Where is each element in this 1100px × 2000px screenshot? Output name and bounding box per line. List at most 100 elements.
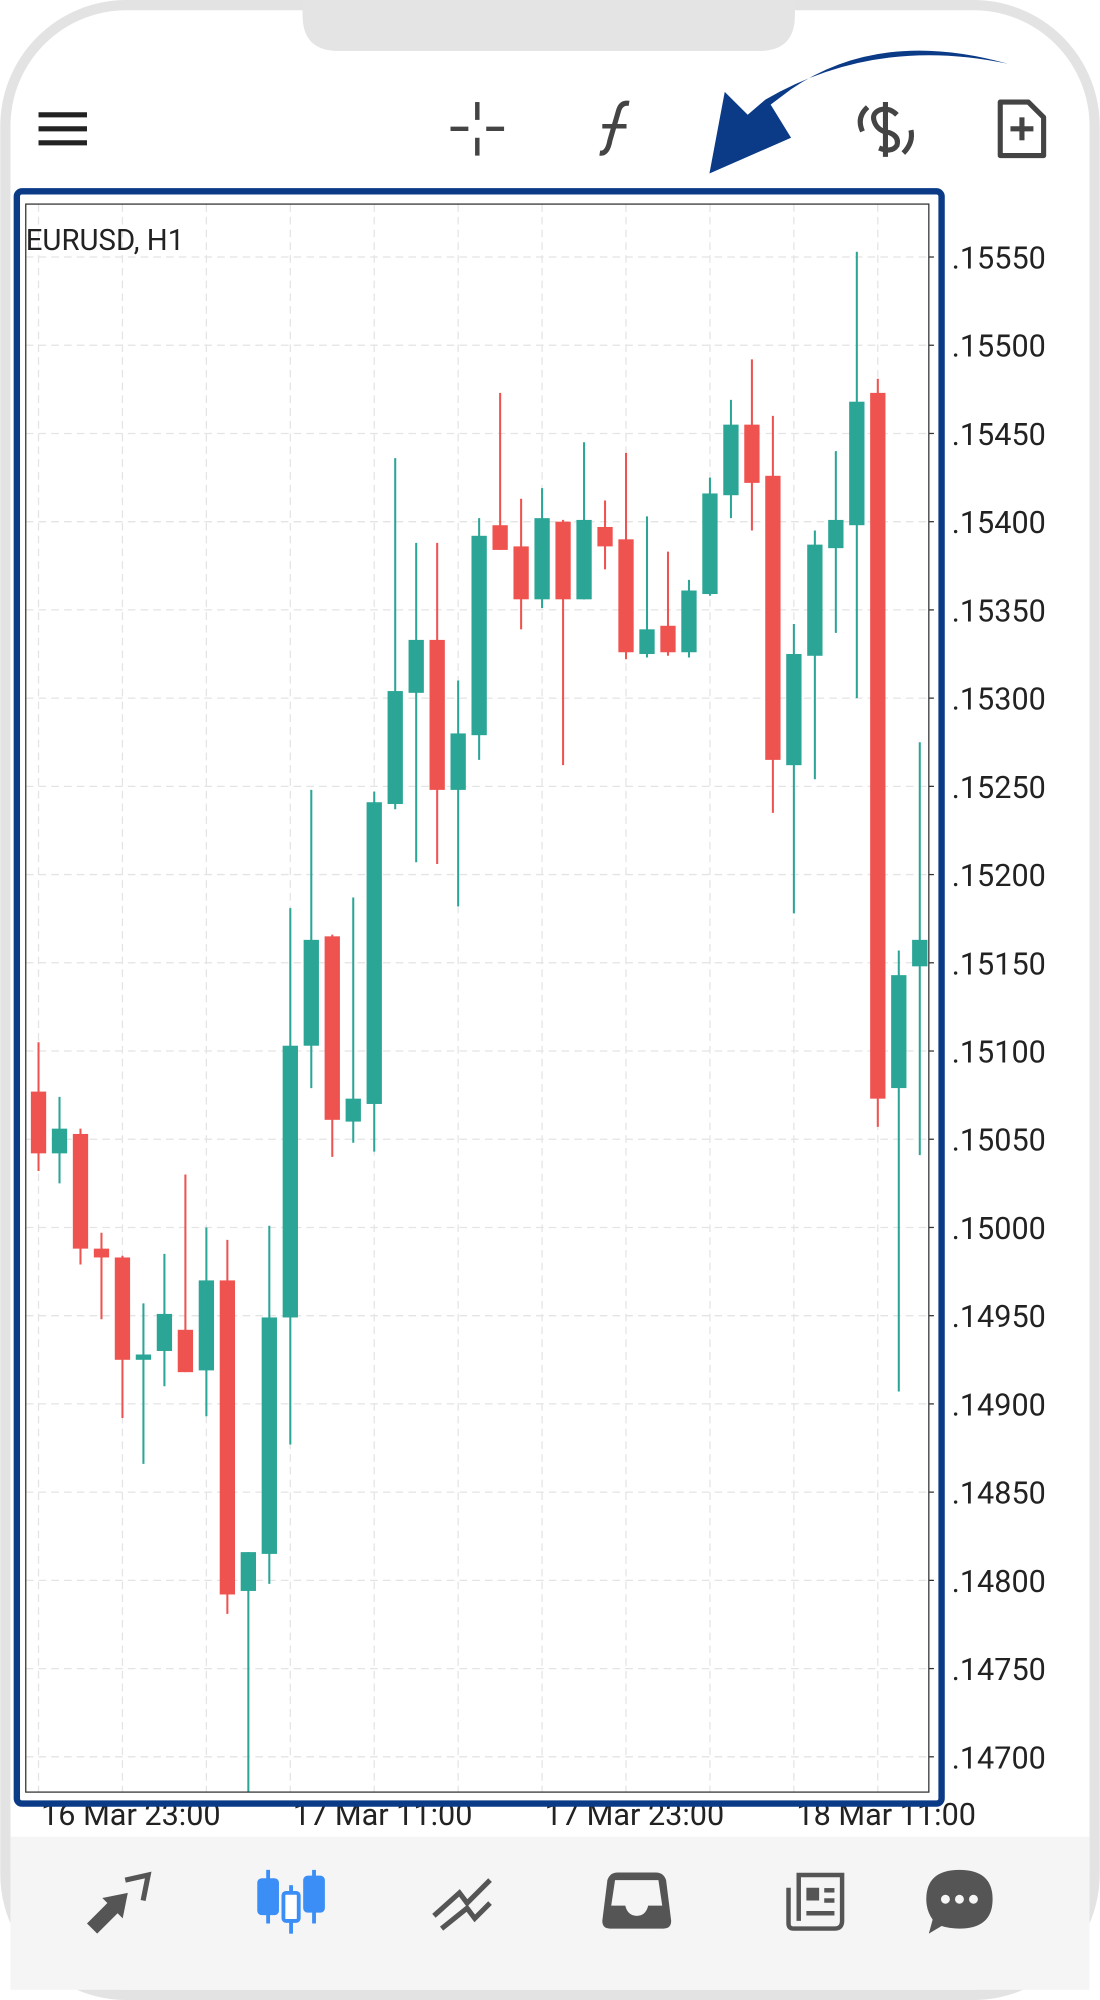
candle-body [303, 939, 319, 1046]
candle [702, 477, 718, 596]
y-tick-label: .14850 [952, 1477, 1046, 1512]
candle [681, 579, 697, 658]
dollar-icon-arrow [857, 105, 870, 133]
candle-body [870, 392, 886, 1099]
candle [534, 488, 550, 609]
crosshair-button[interactable] [450, 102, 505, 156]
candle [744, 359, 760, 531]
candle-body [492, 525, 508, 550]
candle [576, 442, 592, 600]
menu-button[interactable] [38, 112, 87, 146]
y-tick-label: .14950 [952, 1300, 1046, 1335]
candle [135, 1303, 152, 1464]
candle-body [177, 1329, 194, 1373]
candle [807, 530, 823, 780]
candle [849, 251, 865, 699]
y-tick-label: .15450 [952, 418, 1046, 453]
chart-icon-body [303, 1875, 325, 1913]
indicators-button[interactable] [599, 100, 630, 156]
candle [912, 742, 928, 1156]
file-icon [997, 99, 1047, 159]
candle [30, 1042, 47, 1172]
y-tick-label: .15250 [952, 771, 1046, 806]
candle [366, 791, 382, 1152]
highlight-frame [13, 188, 945, 1807]
candle-body [135, 1354, 152, 1360]
chart-icon-body [281, 1890, 301, 1923]
candle-body [534, 518, 550, 600]
trade-button[interactable] [857, 102, 914, 157]
candle [429, 542, 445, 864]
candle-body [324, 936, 340, 1120]
candle [891, 950, 907, 1392]
candle-body [891, 975, 907, 1089]
candle-body [807, 544, 823, 656]
candle-body [681, 590, 697, 653]
candle [660, 551, 676, 656]
tab-chat[interactable] [926, 1869, 993, 1934]
candle [114, 1255, 131, 1419]
y-tick-label: .15200 [952, 859, 1046, 894]
candle-body [345, 1098, 361, 1122]
candle [72, 1128, 89, 1265]
tab-trade[interactable] [432, 1878, 492, 1931]
candle [261, 1225, 277, 1584]
trade-icon [432, 1878, 492, 1918]
new-order-button[interactable] [997, 99, 1047, 159]
y-tick-label: .15100 [952, 1036, 1046, 1071]
candle-body [618, 539, 634, 653]
candle [219, 1239, 236, 1614]
candle-body [639, 629, 655, 655]
quotes-icon [124, 1871, 152, 1902]
candle-body [156, 1313, 173, 1351]
candle [303, 789, 319, 1089]
candle [492, 392, 508, 550]
candle-body [513, 546, 529, 600]
tab-chart[interactable] [257, 1869, 325, 1934]
candle-body [51, 1128, 68, 1154]
tab-quotes[interactable] [86, 1871, 152, 1934]
candle-body [408, 639, 424, 693]
candle [345, 897, 361, 1143]
candle-body [282, 1045, 298, 1318]
candle-body [366, 802, 382, 1104]
candle-body [450, 733, 466, 790]
y-tick-label: .14750 [952, 1653, 1046, 1688]
candle-body [723, 424, 739, 496]
candle-body [471, 535, 487, 736]
candle [198, 1227, 215, 1417]
tab-history[interactable] [602, 1872, 672, 1929]
candle [51, 1096, 68, 1184]
chat-icon-dot [969, 1894, 978, 1904]
candle-body [198, 1280, 215, 1371]
chart-area-border [25, 203, 930, 1793]
candle [282, 908, 298, 1445]
trade-icon [439, 1901, 492, 1931]
y-tick-label: .15500 [952, 330, 1046, 365]
candle-body [30, 1091, 47, 1154]
candle [156, 1253, 173, 1387]
candle [450, 680, 466, 907]
candle-body [765, 475, 781, 760]
candle-body [702, 493, 718, 595]
y-tick-label: .14800 [952, 1565, 1046, 1600]
candle [240, 1552, 256, 1793]
candle-body [849, 401, 865, 526]
y-tick-label: .15300 [952, 683, 1046, 718]
candle [828, 451, 844, 633]
candle [870, 378, 886, 1127]
candle [93, 1232, 110, 1320]
y-tick-label: .15150 [952, 947, 1046, 982]
candle-body [660, 625, 676, 653]
y-tick-label: .15000 [952, 1212, 1046, 1247]
notch [302, 0, 795, 52]
candle [723, 399, 739, 519]
tab-news[interactable] [786, 1872, 845, 1931]
candle [618, 452, 634, 660]
candle-body [429, 639, 445, 790]
candle [387, 458, 403, 810]
candle-body [576, 519, 592, 600]
candle-body [555, 521, 571, 600]
candle-body [786, 654, 802, 766]
